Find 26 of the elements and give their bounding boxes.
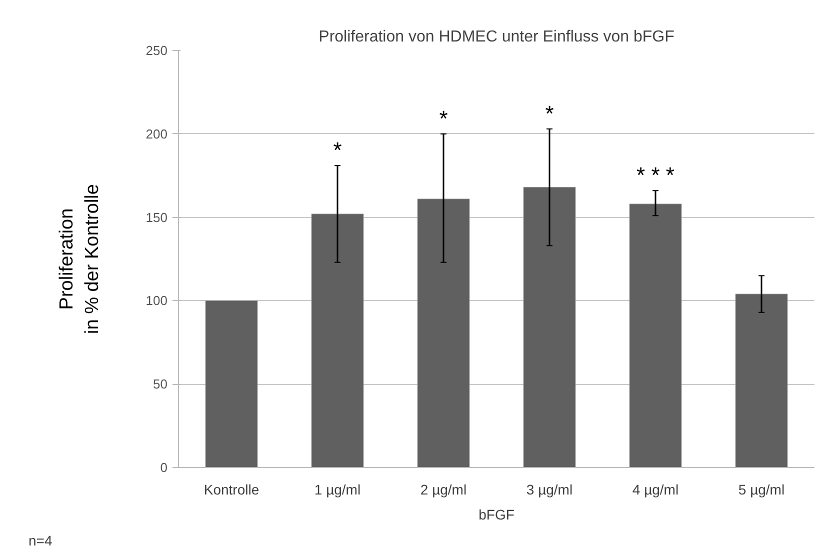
data-label: * * * — [636, 162, 675, 188]
chart-title: Proliferation von HDMEC unter Einfluss von bFGF — [318, 28, 675, 46]
x-tick-label: 5 µg/ml — [738, 482, 785, 498]
x-tick-label: 4 µg/ml — [632, 482, 679, 498]
bar — [629, 204, 682, 468]
y-axis-title: Proliferation in % der Kontrolle — [56, 184, 103, 334]
x-tick-label: 2 µg/ml — [420, 482, 467, 498]
x-tick-label: Kontrolle — [204, 482, 260, 498]
bar — [311, 214, 364, 468]
x-tick-label: 3 µg/ml — [526, 482, 573, 498]
y-tick-label: 0 — [160, 460, 168, 475]
y-tick-label: 50 — [153, 376, 168, 392]
x-axis-title: bFGF — [478, 506, 514, 522]
y-tick-label: 200 — [146, 126, 168, 142]
bar — [523, 187, 576, 468]
y-tick-label: 100 — [146, 293, 168, 308]
bar — [417, 198, 470, 468]
bar — [735, 294, 788, 468]
data-label: * — [333, 138, 342, 163]
data-label: * — [545, 100, 554, 126]
y-tick-label: 250 — [146, 43, 168, 58]
text: n=4 — [28, 532, 52, 548]
y-tick-label: 150 — [146, 210, 168, 225]
data-label: * — [439, 106, 448, 131]
x-tick-label: 1 µg/ml — [314, 482, 361, 498]
bar — [205, 300, 258, 468]
